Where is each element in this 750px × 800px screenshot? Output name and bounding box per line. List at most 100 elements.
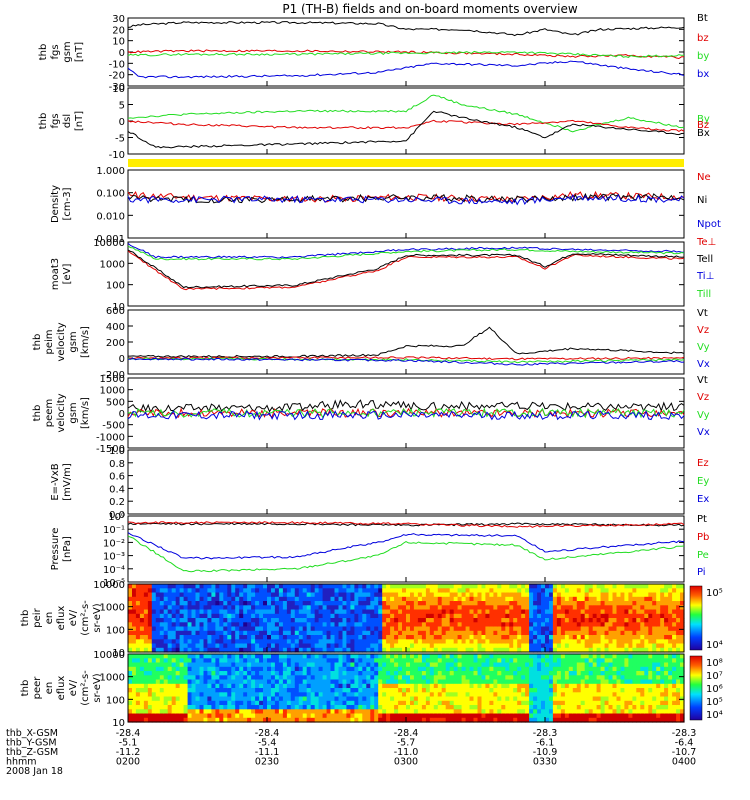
heatmap-cell <box>195 647 201 653</box>
heatmap-cell <box>560 601 566 606</box>
heatmap-cell <box>143 601 149 606</box>
heatmap-cell <box>267 643 272 649</box>
y-tick-label: 100 <box>106 281 125 292</box>
heatmap-cell <box>497 709 502 715</box>
heatmap-cell <box>251 643 256 649</box>
heatmap-cell <box>334 679 340 685</box>
heatmap-cell <box>533 584 538 589</box>
heatmap-cell <box>636 662 641 668</box>
heatmap-cell <box>652 683 657 689</box>
heatmap-cell <box>128 647 133 653</box>
heatmap-cell <box>378 635 383 640</box>
panel-frame <box>127 87 685 155</box>
heatmap-cell <box>648 654 653 659</box>
heatmap-cell <box>231 601 236 606</box>
heatmap-cell <box>350 713 355 719</box>
heatmap-cell <box>306 717 312 723</box>
heatmap-cell <box>545 635 550 640</box>
heatmap-cell <box>350 618 355 623</box>
heatmap-cell <box>278 662 284 668</box>
heatmap-cell <box>465 683 471 689</box>
heatmap-cell <box>537 643 542 649</box>
heatmap-cell <box>219 592 224 598</box>
heatmap-cell <box>211 618 216 623</box>
heatmap-cell <box>322 666 328 672</box>
legend-Vx: Vx <box>697 427 710 438</box>
heatmap-cell <box>537 705 542 710</box>
heatmap-cell <box>473 692 479 698</box>
heatmap-cell <box>489 679 494 685</box>
heatmap-cell <box>155 605 161 611</box>
heatmap-cell <box>294 717 300 723</box>
heatmap-cell <box>501 639 506 645</box>
heatmap-cell <box>457 613 463 619</box>
heatmap-cell <box>417 675 423 681</box>
heatmap-cell <box>155 700 161 706</box>
heatmap-cell <box>433 613 439 619</box>
heatmap-cell <box>421 609 427 615</box>
heatmap-cell <box>167 713 173 719</box>
y-axis-label: E=-VxB <box>50 463 61 500</box>
heatmap-cell <box>572 588 578 594</box>
heatmap-cell <box>588 635 594 640</box>
heatmap-cell <box>271 643 276 649</box>
heatmap-cell <box>259 588 264 594</box>
heatmap-cell <box>549 630 554 636</box>
heatmap-cell <box>672 588 677 594</box>
heatmap-cell <box>537 662 542 668</box>
heatmap-cell <box>413 713 419 719</box>
heatmap-cell <box>656 605 661 611</box>
heatmap-cell <box>366 584 371 589</box>
heatmap-cell <box>259 696 264 702</box>
heatmap-cell <box>425 662 431 668</box>
heatmap-cell <box>290 709 296 715</box>
heatmap-cell <box>417 635 423 640</box>
heatmap-cell <box>556 692 562 698</box>
heatmap-cell <box>533 592 538 598</box>
heatmap-cell <box>457 601 463 606</box>
heatmap-cell <box>143 666 149 672</box>
heatmap-cell <box>179 622 185 628</box>
heatmap-cell <box>493 662 498 668</box>
heatmap-cell <box>282 692 288 698</box>
heatmap-cell <box>545 613 550 619</box>
heatmap-cell <box>529 643 534 649</box>
heatmap-cell <box>676 692 681 698</box>
heatmap-cell <box>406 662 411 668</box>
heatmap-cell <box>143 613 149 619</box>
heatmap-cell <box>362 605 367 611</box>
heatmap-cell <box>362 700 367 706</box>
heatmap-cell <box>191 643 197 649</box>
heatmap-cell <box>334 696 340 702</box>
heatmap-cell <box>485 618 490 623</box>
heatmap-cell <box>481 613 487 619</box>
heatmap-cell <box>552 647 558 653</box>
heatmap-cell <box>390 675 395 681</box>
heatmap-cell <box>588 713 594 719</box>
heatmap-cell <box>588 596 594 602</box>
heatmap-cell <box>175 666 181 672</box>
heatmap-cell <box>215 696 220 702</box>
heatmap-cell <box>290 601 296 606</box>
heatmap-cell <box>660 658 665 664</box>
heatmap-cell <box>143 717 149 723</box>
heatmap-cell <box>195 626 201 632</box>
heatmap-cell <box>199 688 205 693</box>
heatmap-cell <box>624 658 629 664</box>
heatmap-cell <box>239 683 244 689</box>
heatmap-cell <box>429 709 435 715</box>
heatmap-cell <box>278 596 284 602</box>
panel-frame <box>127 309 685 375</box>
heatmap-cell <box>334 592 340 598</box>
y-tick-label: 0 <box>119 48 125 59</box>
heatmap-cell <box>334 618 340 623</box>
heatmap-cell <box>263 666 268 672</box>
heatmap-cell <box>271 613 276 619</box>
heatmap-cell <box>572 658 578 664</box>
heatmap-cell <box>664 605 669 611</box>
heatmap-cell <box>680 613 685 619</box>
heatmap-cell <box>187 584 193 589</box>
heatmap-cell <box>203 592 209 598</box>
heatmap-cell <box>410 709 415 715</box>
heatmap-cell <box>441 647 447 653</box>
